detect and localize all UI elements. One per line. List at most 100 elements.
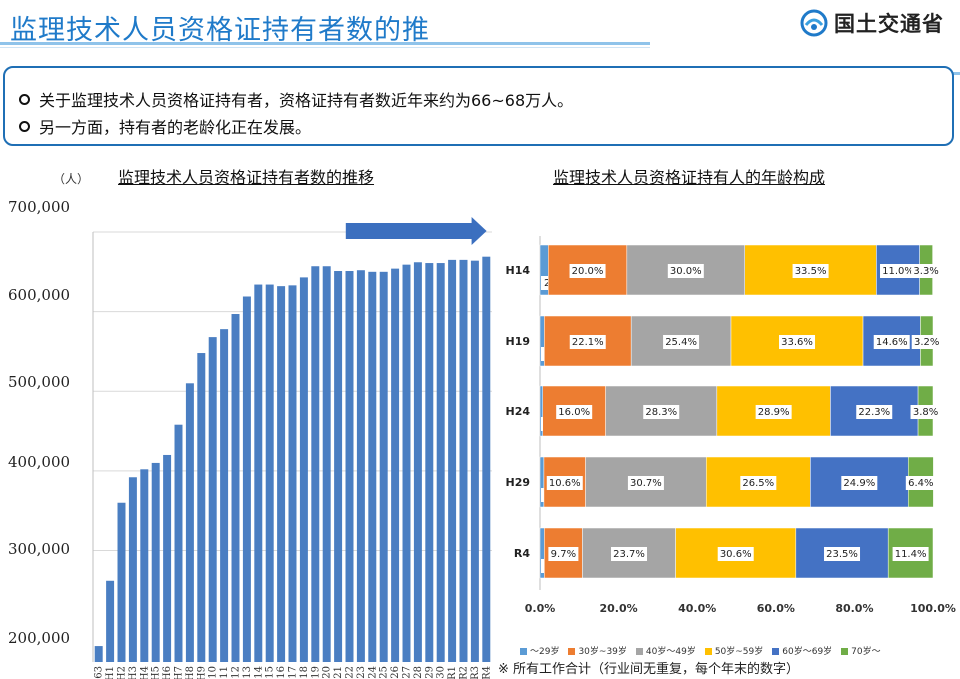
bar	[265, 284, 274, 662]
data-label-box	[880, 264, 917, 278]
x-tick-label: H5	[151, 666, 162, 679]
data-label-box	[643, 405, 680, 419]
data-label-box	[556, 405, 593, 419]
x-tick-label: H26	[390, 666, 401, 679]
summary-bullet: 另一方面，持有者的老龄化正在发展。	[19, 114, 311, 138]
x-tick-label: H6	[162, 666, 173, 679]
legend-swatch	[704, 648, 712, 655]
data-label-box	[717, 547, 754, 561]
legend-label: 40岁～49岁	[645, 647, 696, 657]
bar	[163, 454, 172, 662]
bar	[254, 284, 263, 662]
trend-arrow-head-icon	[471, 217, 487, 245]
category-label: H14	[505, 264, 530, 277]
x-tick-label: H22	[345, 666, 356, 679]
data-label-box	[667, 264, 704, 278]
bar	[470, 260, 479, 662]
x-tick-label: H1	[105, 666, 116, 679]
legend-swatch	[841, 648, 849, 655]
y-tick-label: 400,000	[8, 453, 71, 471]
data-label-box	[905, 476, 936, 490]
bar	[174, 424, 183, 662]
data-label-box	[627, 476, 664, 490]
x-tick-label: H18	[299, 666, 310, 679]
bar	[242, 296, 251, 662]
data-label: 6.4%	[908, 478, 933, 489]
summary-text: 另一方面，持有者的老龄化正在发展。	[39, 118, 312, 137]
bar	[128, 477, 137, 662]
y-tick-label: 700,000	[8, 198, 71, 216]
data-label: 3.8%	[913, 407, 938, 418]
x-tick-label: H12	[231, 666, 242, 679]
data-label: 30.0%	[670, 266, 702, 277]
legend-label: ～29岁	[530, 647, 560, 657]
bar	[94, 646, 103, 662]
x-tick-label: H10	[208, 666, 219, 679]
x-tick-label: H27	[402, 666, 413, 679]
legend-item: 60岁～69岁	[772, 644, 832, 657]
x-tick-label: H9	[196, 666, 207, 679]
y-axis-unit: （人）	[53, 172, 90, 186]
x-tick-label: H28	[413, 666, 424, 679]
data-label: 26.5%	[742, 478, 774, 489]
data-label: 20.0%	[572, 266, 604, 277]
bar	[482, 256, 491, 662]
x-tick-label: R2	[459, 666, 470, 679]
data-label: 3.2%	[914, 337, 939, 348]
data-label: 22.1%	[572, 337, 604, 348]
x-tick-label: 0.0%	[525, 602, 556, 615]
legend-item: 30岁~39岁	[568, 644, 627, 657]
x-tick-label: 40.0%	[678, 602, 716, 615]
x-tick-label: R4	[481, 666, 492, 679]
bar	[277, 286, 286, 662]
data-label-box	[824, 547, 861, 561]
legend-swatch	[520, 648, 527, 655]
summary-text: 关于监理技术人员资格证持有者，资格证持有者数近年来约为66~68万人。	[39, 91, 574, 110]
bar	[448, 259, 457, 662]
x-tick-label: H4	[139, 666, 150, 679]
bar	[356, 270, 365, 662]
bar	[231, 314, 240, 662]
data-label: 11.0%	[882, 266, 914, 277]
legend-label: 60岁～69岁	[782, 647, 833, 657]
legend-swatch	[568, 648, 576, 655]
data-label: 24.9%	[843, 478, 875, 489]
data-label-box	[548, 547, 579, 561]
page-title: 监理技术人员资格证持有者数的推	[10, 15, 430, 46]
data-label-box	[911, 264, 942, 278]
x-tick-label: H19	[310, 666, 321, 679]
bar	[345, 271, 354, 662]
data-label-box	[663, 335, 700, 349]
bar	[299, 277, 308, 662]
bar	[413, 262, 422, 662]
data-label: 22.3%	[858, 407, 890, 418]
x-tick-label: H2	[117, 666, 128, 679]
data-label: 25.4%	[665, 337, 697, 348]
x-tick-label: 20.0%	[600, 602, 638, 615]
data-label-box	[546, 476, 583, 490]
data-label-box	[856, 405, 893, 419]
data-label: 23.7%	[613, 549, 645, 560]
mlit-emblem-icon	[800, 9, 828, 37]
x-tick-label: R3	[470, 666, 481, 679]
x-tick-label: H30	[436, 666, 447, 679]
bar	[117, 502, 126, 662]
x-tick-label: H15	[265, 666, 276, 679]
bar	[334, 271, 343, 662]
x-tick-label: 80.0%	[835, 602, 873, 615]
legend-item: ～29岁	[520, 644, 559, 657]
data-label-box	[911, 335, 942, 349]
y-tick-label: 200,000	[8, 629, 71, 647]
x-tick-label: R1	[447, 666, 458, 679]
data-label-box	[892, 547, 929, 561]
data-label-box	[740, 476, 777, 490]
data-label: 28.9%	[758, 407, 790, 418]
chart-legend: ～29岁 30岁~39岁 40岁～49岁 50岁~59岁 60岁～69岁 70岁～	[520, 644, 881, 657]
data-label: 33.6%	[781, 337, 813, 348]
data-label: 30.7%	[630, 478, 662, 489]
data-label: 33.5%	[795, 266, 827, 277]
data-label: 23.5%	[826, 549, 858, 560]
bar	[140, 469, 149, 662]
x-tick-label: H23	[356, 666, 367, 679]
category-label: H24	[505, 405, 530, 418]
